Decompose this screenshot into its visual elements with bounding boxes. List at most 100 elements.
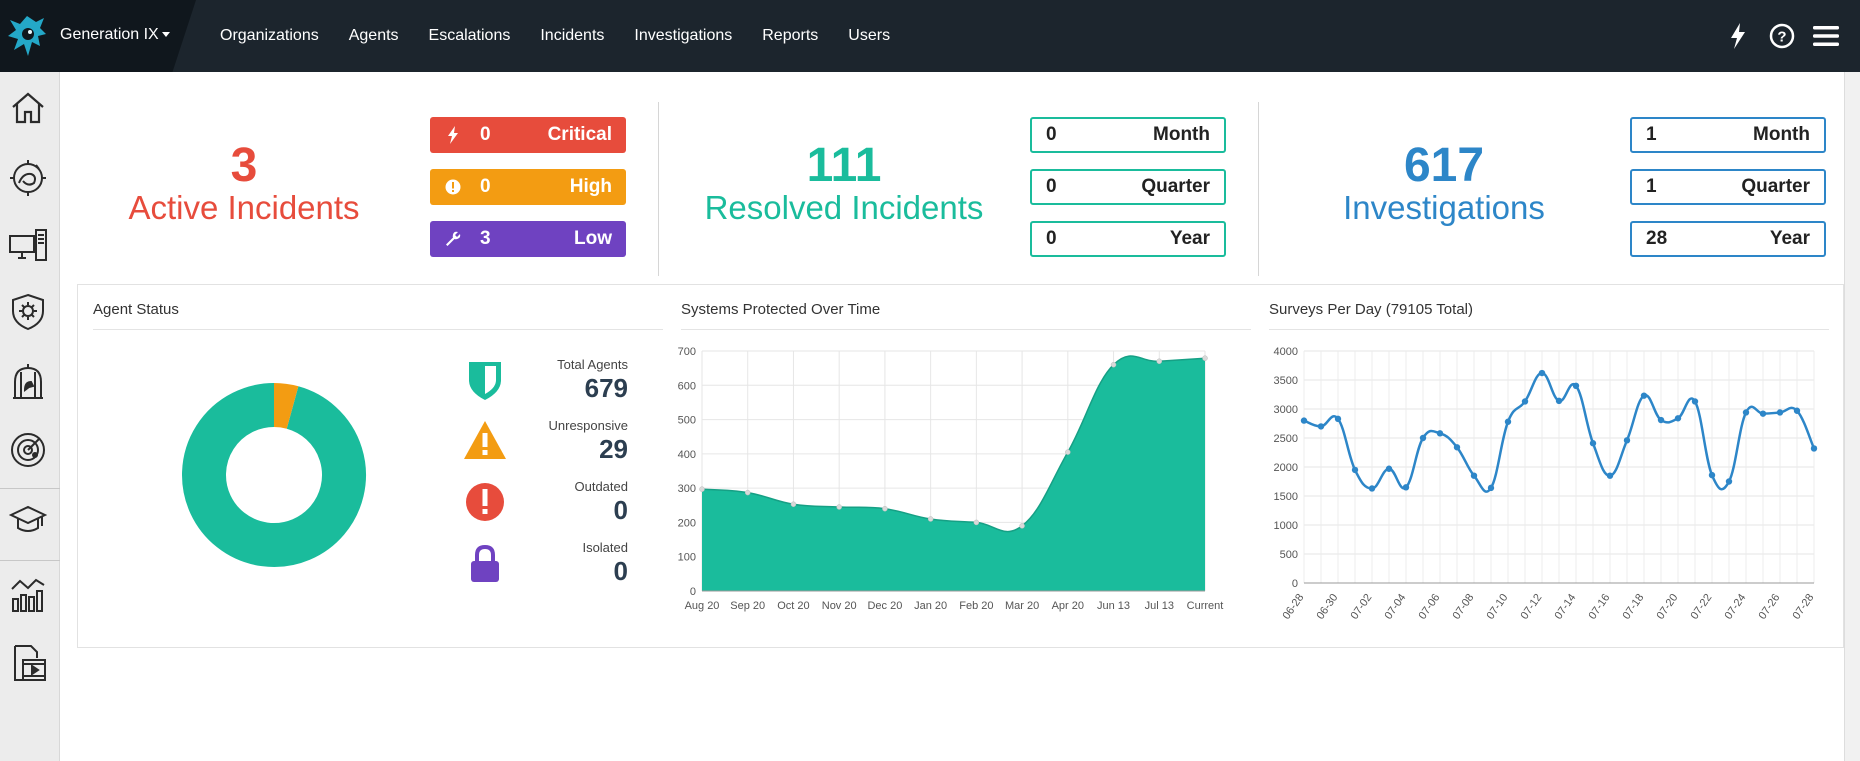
y-tick-label: 100 — [678, 552, 696, 564]
exclamation-circle-icon — [444, 179, 462, 195]
video-file-icon[interactable] — [0, 636, 56, 692]
x-tick-label: 07-24 — [1722, 592, 1748, 622]
nav-escalations[interactable]: Escalations — [428, 27, 511, 44]
nav-organizations[interactable]: Organizations — [220, 27, 319, 44]
critical-badge[interactable]: 0 Critical — [430, 117, 626, 153]
data-point-07-26 — [1776, 409, 1784, 416]
nav-agents[interactable]: Agents — [348, 27, 399, 44]
org-selector[interactable]: Generation IX — [60, 26, 170, 44]
critical-count: 0 — [480, 124, 491, 145]
data-point-jan-20 — [927, 516, 934, 522]
x-tick-label: 07-18 — [1620, 592, 1646, 622]
data-point-07-19 — [1657, 416, 1665, 424]
resolved-month-label: Month — [1153, 124, 1210, 145]
surveys-per-day-chart[interactable]: 0 500 1000 1500 2000 2500 3000 3500 4000 06-28 06-… — [1264, 343, 1834, 649]
org-selector-label: Generation IX — [60, 26, 159, 43]
data-point-oct-20 — [790, 501, 797, 508]
sidebar — [0, 72, 60, 761]
x-tick-label: 07-28 — [1790, 592, 1816, 622]
y-tick-label: 300 — [678, 483, 696, 495]
x-tick-label: Jul 13 — [1145, 600, 1174, 612]
total-agents-value[interactable]: 679 — [584, 373, 628, 403]
home-icon[interactable] — [0, 80, 56, 136]
y-tick-label: 2000 — [1274, 462, 1298, 474]
help-icon[interactable]: ? — [1768, 22, 1796, 50]
outdated-value[interactable]: 0 — [613, 495, 628, 525]
x-tick-label: Nov 20 — [822, 600, 857, 612]
low-badge[interactable]: 3 Low — [430, 221, 626, 257]
systems-protected-chart[interactable]: 0 100 200 300 400 500 600 700 Aug 20 Sep 20 Oct 20… — [676, 343, 1256, 643]
data-point-07-06 — [1436, 430, 1444, 437]
y-tick-label: 600 — [678, 380, 696, 392]
outdated-label: Outdated — [574, 479, 629, 494]
dragon-logo-icon[interactable] — [6, 12, 48, 60]
active-incidents-count[interactable]: 3 — [230, 139, 258, 192]
data-point-06-29 — [1317, 423, 1325, 430]
low-label: Low — [574, 228, 612, 249]
radar-target-icon[interactable] — [0, 150, 56, 206]
widgets-panel: Agent Status Total Agents 679 Unresponsi… — [77, 284, 1844, 648]
investigations-quarter-box[interactable]: 1 Quarter — [1630, 169, 1826, 205]
nav-incidents[interactable]: Incidents — [540, 27, 605, 44]
data-point-07-10 — [1504, 418, 1512, 425]
y-tick-label: 1500 — [1274, 491, 1298, 503]
data-point-07-07 — [1453, 444, 1461, 451]
resolved-quarter-count: 0 — [1046, 176, 1057, 197]
wrench-icon — [444, 231, 462, 247]
isolated-label: Isolated — [582, 540, 628, 555]
area-fill — [702, 355, 1205, 591]
nav-investigations[interactable]: Investigations — [634, 27, 733, 44]
y-tick-label: 3500 — [1274, 375, 1298, 387]
y-tick-label: 700 — [678, 346, 696, 358]
x-tick-label: 07-10 — [1484, 592, 1510, 622]
resolved-year-box[interactable]: 0 Year — [1030, 221, 1226, 257]
agent-status-donut[interactable] — [174, 375, 374, 575]
resolved-incidents-count[interactable]: 111 — [806, 139, 882, 192]
nav-users[interactable]: Users — [848, 27, 891, 44]
investigations-quarter-label: Quarter — [1741, 176, 1810, 197]
surveys-per-day-title: Surveys Per Day (79105 Total) — [1269, 301, 1473, 318]
data-point-07-21 — [1691, 398, 1699, 405]
x-tick-label: 06-28 — [1280, 592, 1306, 622]
unresponsive-value[interactable]: 29 — [599, 434, 628, 464]
high-badge[interactable]: 0 High — [430, 169, 626, 205]
unresponsive-label: Unresponsive — [548, 418, 629, 433]
data-point-07-17 — [1623, 437, 1631, 444]
investigations-month-box[interactable]: 1 Month — [1630, 117, 1826, 153]
data-point-07-04 — [1402, 484, 1410, 491]
data-point-apr-20 — [1065, 449, 1071, 455]
investigations-count[interactable]: 617 — [1403, 139, 1485, 192]
computers-icon[interactable] — [0, 218, 56, 274]
data-point-07-27 — [1793, 407, 1801, 414]
svg-text:?: ? — [1777, 29, 1786, 46]
page-scrollbar[interactable] — [1844, 72, 1860, 761]
data-point-06-28 — [1300, 417, 1308, 424]
x-tick-label: Current — [1187, 600, 1224, 612]
x-tick-label: Aug 20 — [685, 600, 720, 612]
graduation-cap-icon[interactable] — [0, 492, 56, 548]
y-tick-label: 500 — [1280, 549, 1298, 561]
data-point-07-05 — [1419, 434, 1427, 442]
analytics-icon[interactable] — [0, 566, 56, 622]
resolved-quarter-box[interactable]: 0 Quarter — [1030, 169, 1226, 205]
birdcage-icon[interactable] — [0, 354, 56, 410]
donut-slice-unresponsive — [273, 383, 299, 429]
isolated-value[interactable]: 0 — [613, 556, 628, 586]
data-point-07-28 — [1810, 445, 1818, 452]
radar-icon[interactable] — [0, 422, 56, 478]
shield-gear-icon[interactable] — [0, 284, 56, 340]
resolved-month-box[interactable]: 0 Month — [1030, 117, 1226, 153]
y-tick-label: 400 — [678, 449, 696, 461]
low-count: 3 — [480, 228, 491, 249]
resolved-year-count: 0 — [1046, 228, 1057, 249]
y-tick-label: 0 — [1292, 578, 1298, 590]
investigations-year-box[interactable]: 28 Year — [1630, 221, 1826, 257]
widget-divider — [93, 329, 663, 330]
top-navbar: Generation IX Organizations Agents Escal… — [0, 0, 1860, 72]
lightning-icon[interactable] — [1724, 22, 1752, 50]
data-point-07-03 — [1385, 465, 1393, 472]
y-tick-label: 1000 — [1274, 520, 1298, 532]
nav-reports[interactable]: Reports — [762, 27, 819, 44]
menu-icon[interactable] — [1812, 22, 1840, 50]
data-point-07-20 — [1674, 415, 1682, 422]
